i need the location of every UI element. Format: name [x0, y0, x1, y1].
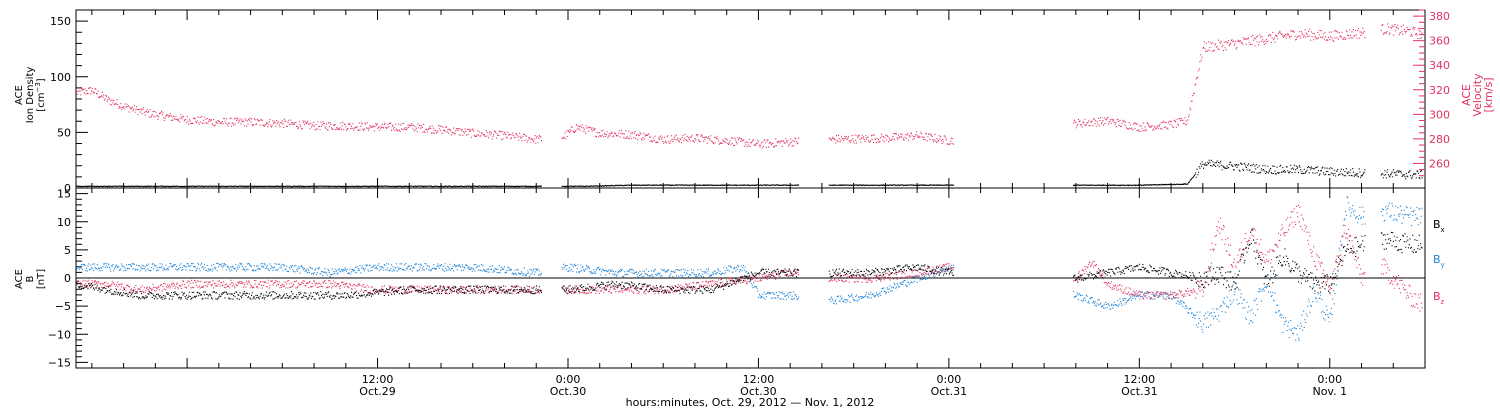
bz-series	[76, 204, 1423, 312]
velocity-tick-label: 380	[1429, 10, 1450, 23]
velocity-tick-label: 300	[1429, 108, 1450, 121]
velocity-series	[76, 23, 1423, 149]
magnetic-field-panel: −15 −10 −5 0 5 10 15	[48, 187, 1426, 369]
density-velocity-panel: 0 50 100 150 260 280 300 320 340 360 380	[50, 9, 1450, 195]
x-tick-time: 12:00	[1123, 373, 1155, 386]
density-tick-label: 0	[64, 182, 71, 195]
velocity-axis-title: ACE Velocity [km/s]	[1460, 73, 1495, 117]
legend-bx-sub: x	[1441, 226, 1445, 234]
x-tick-date: Oct.30	[740, 385, 777, 398]
density-axis-title-line1: ACE	[14, 85, 25, 105]
field-tick-label: 5	[64, 244, 71, 257]
field-tick-label: −15	[48, 356, 71, 369]
x-tick-date: Oct.29	[359, 385, 396, 398]
x-tick-time: 0:00	[937, 373, 962, 386]
x-tick-time: 0:00	[1317, 373, 1342, 386]
density-tick-label: 100	[50, 71, 71, 84]
velocity-axis-title-line2: Velocity	[1471, 73, 1484, 117]
velocity-axis-title-line3: [km/s]	[1482, 77, 1495, 112]
field-tick-label: 0	[64, 272, 71, 285]
field-tick-label: 10	[57, 216, 71, 229]
density-axis-title: ACE Ion Density [cm−3]	[14, 67, 47, 124]
legend-bz: Bz	[1433, 290, 1445, 306]
density-tick-label: 50	[57, 126, 71, 139]
density-tick-label: 150	[50, 15, 71, 28]
field-axis-title-line3: [nT]	[36, 269, 47, 289]
density-unit-base: [cm	[36, 93, 47, 112]
field-axis-title-line1: ACE	[14, 269, 25, 289]
x-axis-title: hours:minutes, Oct. 29, 2012 — Nov. 1, 2…	[626, 396, 875, 409]
field-axis-title-line2: B	[25, 275, 36, 282]
density-axis-title-line2: Ion Density	[25, 67, 36, 124]
x-tick-date: Oct.31	[1121, 385, 1158, 398]
legend-by: By	[1433, 253, 1445, 269]
legend-bx-base: B	[1433, 218, 1441, 231]
x-tick-time: 12:00	[362, 373, 394, 386]
velocity-tick-label: 320	[1429, 84, 1450, 97]
density-axis-unit: [cm−3]	[34, 78, 47, 111]
field-legend: Bx By Bz	[1433, 218, 1445, 306]
by-series	[76, 196, 1423, 341]
top-panel-frame	[75, 9, 1426, 189]
legend-bx: Bx	[1433, 218, 1445, 234]
x-tick-time: 0:00	[556, 373, 581, 386]
velocity-tick-label: 360	[1429, 35, 1450, 48]
velocity-tick-label: 260	[1429, 157, 1450, 170]
legend-by-sub: y	[1441, 261, 1445, 269]
legend-bz-base: B	[1433, 290, 1441, 303]
x-tick-time: 12:00	[743, 373, 775, 386]
velocity-tick-label: 280	[1429, 133, 1450, 146]
field-tick-label: −10	[48, 328, 71, 341]
density-unit-close: ]	[36, 78, 47, 82]
field-tick-label: −5	[55, 300, 71, 313]
velocity-axis-title-line1: ACE	[1460, 84, 1473, 106]
legend-by-base: B	[1433, 253, 1441, 266]
bx-series	[76, 229, 1423, 300]
field-axis-title: ACE B [nT]	[14, 269, 47, 289]
x-tick-date: Oct.30	[550, 385, 587, 398]
density-series	[76, 159, 1423, 188]
density-unit-exp: −3	[34, 82, 42, 92]
velocity-tick-label: 340	[1429, 59, 1450, 72]
x-tick-date: Oct.31	[931, 385, 968, 398]
legend-bz-sub: z	[1441, 298, 1445, 306]
x-tick-date: Nov. 1	[1312, 385, 1347, 398]
x-axis: 12:00Oct.290:00Oct.3012:00Oct.300:00Oct.…	[91, 10, 1426, 398]
field-tick-label: 15	[57, 188, 71, 201]
